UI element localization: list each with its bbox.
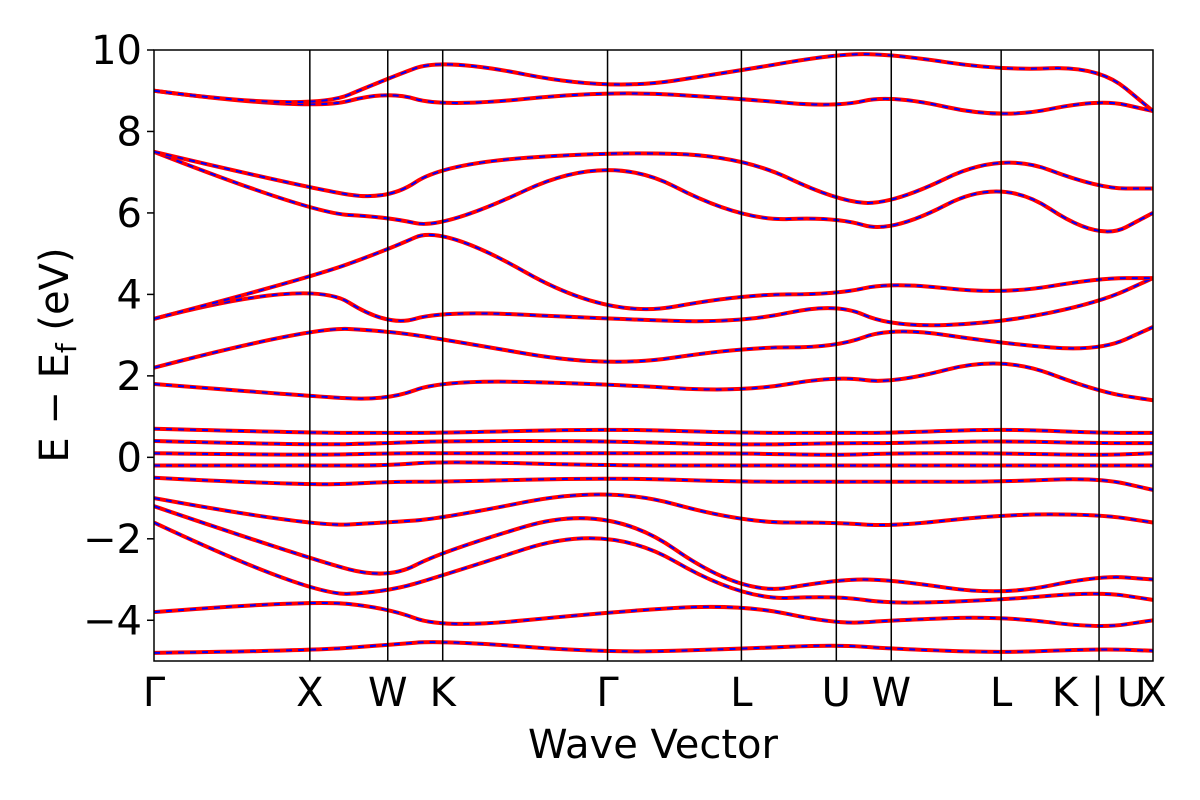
y-tick-label: 8 bbox=[117, 109, 142, 155]
x-tick-label: K | U bbox=[1052, 670, 1146, 716]
x-tick-label: W bbox=[368, 670, 408, 716]
band-line-red bbox=[154, 149, 1153, 205]
y-tick-label: 2 bbox=[117, 354, 142, 400]
band-line-red bbox=[154, 232, 1153, 321]
band-line-red bbox=[154, 492, 1153, 528]
x-tick-label: Γ bbox=[596, 670, 619, 716]
y-ticks: −4 −2 0 2 4 6 8 10 bbox=[83, 28, 154, 644]
band-line-blue-dashed bbox=[154, 476, 1153, 491]
band-line-blue-dashed bbox=[154, 439, 1153, 446]
x-tick-label: X bbox=[1139, 670, 1166, 716]
x-axis-label: Wave Vector bbox=[528, 722, 779, 768]
band-line-blue-dashed bbox=[154, 89, 1153, 115]
y-axis-label-unit: (eV) bbox=[32, 247, 78, 343]
band-line-red bbox=[154, 640, 1153, 655]
y-tick-label: 6 bbox=[117, 191, 142, 237]
y-tick-label: 10 bbox=[91, 28, 142, 74]
band-line-blue-dashed bbox=[154, 505, 1153, 593]
band-line-blue-dashed bbox=[154, 362, 1153, 402]
y-axis-label-subscript: f bbox=[50, 342, 83, 353]
band-line-blue-dashed bbox=[154, 461, 1153, 467]
x-tick-label: U bbox=[822, 670, 851, 716]
y-tick-label: −4 bbox=[83, 598, 142, 644]
y-tick-label: 4 bbox=[117, 272, 142, 318]
x-tick-label: L bbox=[990, 670, 1013, 716]
x-tick-label: W bbox=[871, 670, 911, 716]
band-line-red bbox=[154, 600, 1153, 628]
band-line-red bbox=[154, 325, 1153, 370]
band-line-blue-dashed bbox=[154, 641, 1153, 654]
band-line-red bbox=[154, 361, 1153, 403]
plot-frame bbox=[153, 49, 1154, 662]
band-line-blue-dashed bbox=[154, 427, 1153, 434]
band-lines bbox=[154, 52, 1153, 655]
y-tick-label: 0 bbox=[117, 435, 142, 481]
x-tick-label: Γ bbox=[143, 670, 166, 716]
band-line-blue-dashed bbox=[154, 601, 1153, 627]
band-line-blue-dashed bbox=[154, 521, 1153, 604]
x-tick-label: X bbox=[296, 670, 323, 716]
y-tick-label: −2 bbox=[83, 517, 142, 563]
band-line-blue-dashed bbox=[154, 53, 1153, 112]
band-line-red bbox=[154, 276, 1153, 328]
band-line-blue-dashed bbox=[154, 277, 1153, 327]
y-axis-label: E − Ef (eV) bbox=[32, 247, 83, 462]
band-line-blue-dashed bbox=[154, 493, 1153, 527]
band-line-blue-dashed bbox=[154, 452, 1153, 456]
band-line-blue-dashed bbox=[154, 150, 1153, 233]
x-tick-label: K bbox=[430, 670, 458, 716]
kpoint-lines bbox=[309, 50, 1100, 661]
y-axis-label-main: E − E bbox=[32, 353, 78, 463]
band-line-blue-dashed bbox=[154, 326, 1153, 369]
band-line-blue-dashed bbox=[154, 233, 1153, 320]
x-tick-label: L bbox=[730, 670, 753, 716]
